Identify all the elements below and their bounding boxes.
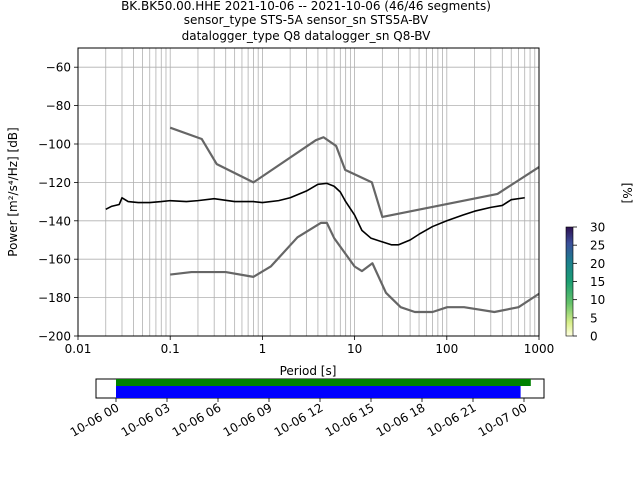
timeline-tick-label: 10-06 06 — [170, 400, 224, 439]
timeline-tick-label: 10-06 21 — [425, 400, 479, 439]
x-tick-label: 1000 — [524, 342, 555, 356]
colorbar-tick-label: 10 — [590, 293, 605, 307]
timeline-tick-label: 10-06 00 — [68, 400, 122, 439]
colorbar-label: [%] — [620, 183, 634, 204]
x-tick-label: 0.1 — [161, 342, 180, 356]
x-tick-label: 1 — [259, 342, 267, 356]
grid-lines — [77, 48, 540, 337]
x-tick-label: 10 — [347, 342, 362, 356]
y-tick-label: −200 — [38, 330, 71, 344]
nlnm-line — [170, 221, 540, 314]
nhnm-line — [169, 126, 540, 219]
timeline-tick-label: 10-06 03 — [119, 400, 173, 439]
colorbar-tick-label: 0 — [590, 330, 598, 344]
timeline-tick-label: 10-06 09 — [221, 400, 275, 439]
title-line-1: BK.BK50.00.HHE 2021-10-06 -- 2021-10-06 … — [121, 0, 491, 13]
x-axis-label: Period [s] — [280, 364, 337, 378]
y-tick-label: −140 — [38, 214, 71, 228]
colorbar-tick-label: 5 — [590, 311, 598, 325]
y-tick-label: −100 — [38, 138, 71, 152]
timeline-blue-bar — [116, 386, 521, 398]
y-tick-label: −180 — [38, 291, 71, 305]
x-tick-label: 0.01 — [65, 342, 92, 356]
colorbar-tick-label: 25 — [590, 239, 605, 253]
plot-background — [78, 48, 539, 336]
y-axis-label: Power [m²/s⁴/Hz] [dB] — [6, 127, 20, 256]
y-tick-label: −160 — [38, 253, 71, 267]
x-axis-ticks: 0.01 0.1 1 10 100 1000 — [65, 336, 555, 356]
y-axis-ticks: −60 −80 −100 −120 −140 −160 −180 −200 — [38, 61, 78, 344]
timeline-tick-label: 10-07 00 — [476, 400, 530, 439]
timeline-tick-label: 10-06 15 — [323, 400, 377, 439]
colorbar-ticks: 0 5 10 15 20 25 30 — [573, 221, 605, 344]
colorbar-tick-label: 15 — [590, 275, 605, 289]
y-tick-label: −80 — [46, 99, 71, 113]
timeline-tick-label: 10-06 12 — [272, 400, 326, 439]
noise-model-lines — [105, 126, 540, 314]
x-tick-label: 100 — [435, 342, 458, 356]
timeline-tick-label: 10-06 18 — [374, 400, 428, 439]
title-line-2: sensor_type STS-5A sensor_sn STS5A-BV — [184, 13, 429, 27]
ppsd-plot-area: 0.01 0.1 1 10 100 1000 −60 −80 −100 −120 −140 −160… — [38, 47, 555, 356]
colorbar-tick-label: 30 — [590, 221, 605, 235]
colorbar: 0 5 10 15 20 25 30 [%] — [565, 183, 634, 344]
y-tick-label: −120 — [38, 176, 71, 190]
mode-line — [105, 182, 525, 246]
title-line-3: datalogger_type Q8 datalogger_sn Q8-BV — [182, 29, 432, 43]
colorbar-tick-label: 20 — [590, 257, 605, 271]
y-tick-label: −60 — [46, 61, 71, 75]
timeline-green-bar — [116, 379, 531, 386]
plot-frame — [77, 47, 540, 337]
colorbar-gradient — [565, 226, 574, 337]
